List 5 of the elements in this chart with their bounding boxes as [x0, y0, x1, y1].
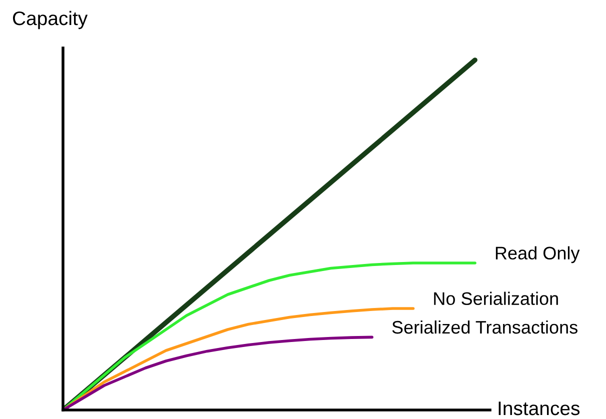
series-label: No Serialization — [434, 292, 558, 306]
y-axis-title: Capacity — [12, 10, 88, 30]
series-label: Serialized Transactions — [392, 320, 578, 334]
series-label: Read Only — [496, 246, 580, 264]
x-axis-title: Instances — [498, 402, 580, 416]
